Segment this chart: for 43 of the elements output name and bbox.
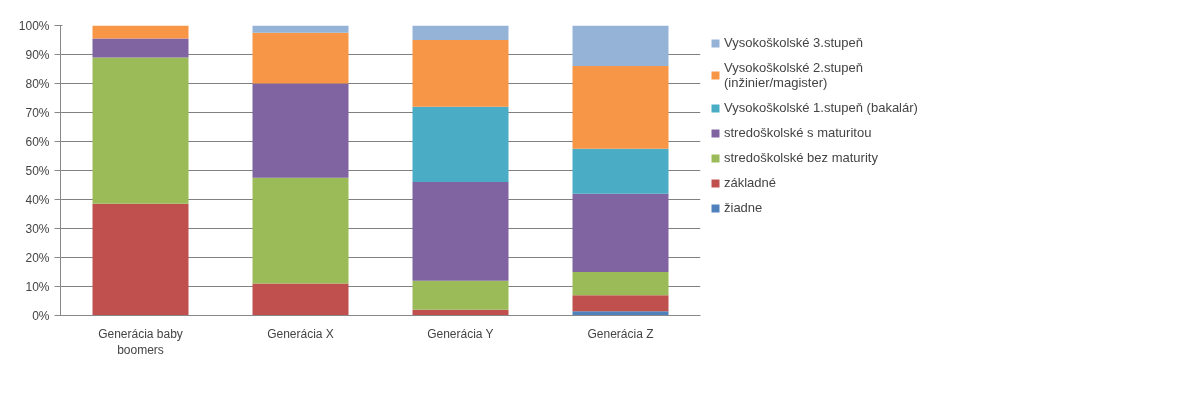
bar [252, 25, 349, 33]
bar [252, 32, 349, 84]
legend-label: stredoškolské s maturitou [724, 125, 872, 140]
y-tick-label: 10% [25, 279, 50, 294]
bar [412, 280, 509, 310]
bar [92, 25, 189, 39]
bar [412, 25, 509, 40]
bar [572, 193, 669, 272]
legend-label: Vysokoškolské 3.stupeň [724, 35, 863, 50]
bar [572, 25, 669, 67]
y-tick-label: 90% [25, 47, 50, 62]
y-tick-label: 80% [25, 76, 50, 91]
y-tick-label: 20% [25, 250, 50, 265]
x-tick-label: Generácia Y [427, 326, 494, 341]
x-tick-label: Generácia X [267, 326, 334, 341]
legend-label: stredoškolské bez maturity [724, 150, 878, 165]
bar [412, 182, 509, 281]
bar [412, 40, 509, 107]
bar [572, 148, 669, 194]
bar [412, 106, 509, 183]
x-tick-label: Generácia Z [587, 326, 654, 341]
y-tick-label: 100% [18, 18, 50, 33]
legend-label: základné [724, 175, 777, 190]
bar [572, 66, 669, 149]
legend-label: Vysokoškolské 1.stupeň (bakalár) [724, 100, 918, 115]
bar [92, 57, 189, 204]
bar [252, 83, 349, 178]
y-tick-label: 70% [25, 105, 50, 120]
bar [572, 311, 669, 316]
x-tick-label: Generácia baby boomers [98, 326, 183, 358]
legend-label: žiadne [724, 200, 763, 215]
bar [572, 295, 669, 312]
bar [92, 203, 189, 316]
bar [252, 283, 349, 316]
bar [252, 177, 349, 284]
bar [92, 38, 189, 58]
y-tick-label: 60% [25, 134, 50, 149]
legend-label: Vysokoškolské 2.stupeň (inžinier/magister) [724, 60, 863, 90]
bar [572, 272, 669, 296]
y-tick-label: 30% [25, 221, 50, 236]
y-tick-label: 40% [25, 192, 50, 207]
y-tick-label: 50% [25, 163, 50, 178]
y-tick-label: 0% [32, 308, 50, 323]
